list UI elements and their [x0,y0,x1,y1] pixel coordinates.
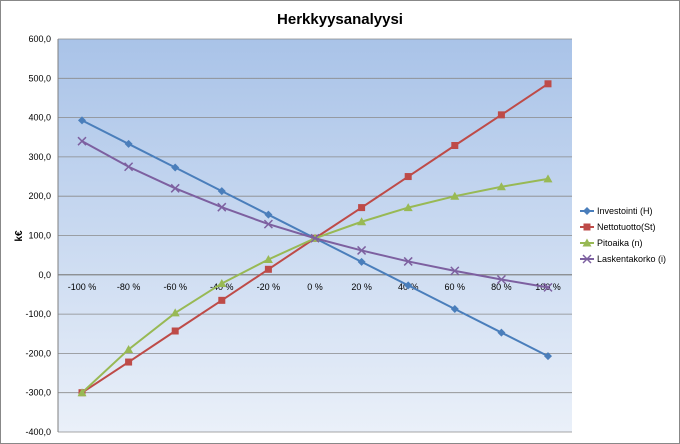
data-point [451,142,459,150]
data-point [543,282,553,292]
data-point [125,358,133,366]
x-tick-label: 80 % [491,282,512,292]
series-3 [77,136,553,292]
data-point [544,80,552,88]
x-tick-label: -100 % [68,282,97,292]
data-point [543,174,553,183]
data-point [450,266,460,276]
data-point [496,274,506,285]
data-point [403,203,413,212]
data-point [218,296,226,304]
data-point [77,136,87,146]
data-point [450,191,460,200]
data-point [404,281,413,290]
legend-label: Nettotuotto(St) [597,222,656,232]
data-point [264,210,273,219]
legend-label: Investointi (H) [597,206,653,216]
data-point [263,219,273,229]
y-axis-ticks: 600,0 500,0 400,0 300,0 200,0 100,0 0,0 -100,0 -… [25,34,51,437]
y-tick-label: -100,0 [25,309,51,319]
y-tick-label: 500,0 [28,73,51,83]
x-tick-label: 20 % [351,282,372,292]
data-point [217,202,227,212]
data-point [124,139,133,148]
x-tick-label: 0 % [307,282,323,292]
data-point [358,204,366,212]
y-axis-title: k€ [14,230,25,242]
data-point [264,265,272,273]
data-point [357,245,367,255]
data-point [403,256,413,266]
legend-item: Pitoaika (n) [580,238,643,248]
data-point [357,257,366,266]
data-point [124,344,134,353]
legend-item: Laskentakorko (i) [580,254,666,264]
data-point [263,254,273,263]
data-point [496,182,506,191]
legend-item: Nettotuotto(St) [580,222,656,232]
x-tick-label: -20 % [257,282,281,292]
chart-title: Herkkyysanalyysi [277,11,403,28]
data-point [310,233,320,243]
y-tick-label: -200,0 [25,348,51,358]
y-tick-label: -300,0 [25,388,51,398]
x-tick-label: -60 % [163,282,187,292]
data-point [77,388,87,397]
y-tick-label: 200,0 [28,191,51,201]
data-point [217,278,227,287]
legend-label: Pitoaika (n) [597,238,643,248]
data-point [170,308,180,317]
legend-marker [582,254,592,264]
y-tick-label: 0,0 [38,270,51,280]
data-point [78,116,86,125]
data-point [357,217,367,226]
x-tick-label: -80 % [117,282,141,292]
data-point [404,173,412,181]
x-tick-label: 60 % [445,282,466,292]
data-point [170,183,180,193]
y-tick-label: -400,0 [25,427,51,437]
data-point [217,187,226,196]
data-point [124,162,134,172]
legend-marker [583,223,591,231]
legend-marker [583,207,591,215]
data-point [497,111,505,119]
data-point [171,163,180,172]
y-tick-label: 100,0 [28,231,51,241]
legend-marker [582,238,592,247]
series-lines [77,80,553,397]
legend-label: Laskentakorko (i) [597,254,666,264]
y-tick-label: 600,0 [28,34,51,44]
legend-item: Investointi (H) [580,206,653,216]
y-tick-label: 300,0 [28,152,51,162]
data-point [544,352,552,361]
y-tick-label: 400,0 [28,113,51,123]
legend: Investointi (H) Nettotuotto(St) Pitoaika (… [580,206,666,264]
data-point [171,327,179,335]
data-point [497,328,506,337]
data-point [450,304,459,313]
